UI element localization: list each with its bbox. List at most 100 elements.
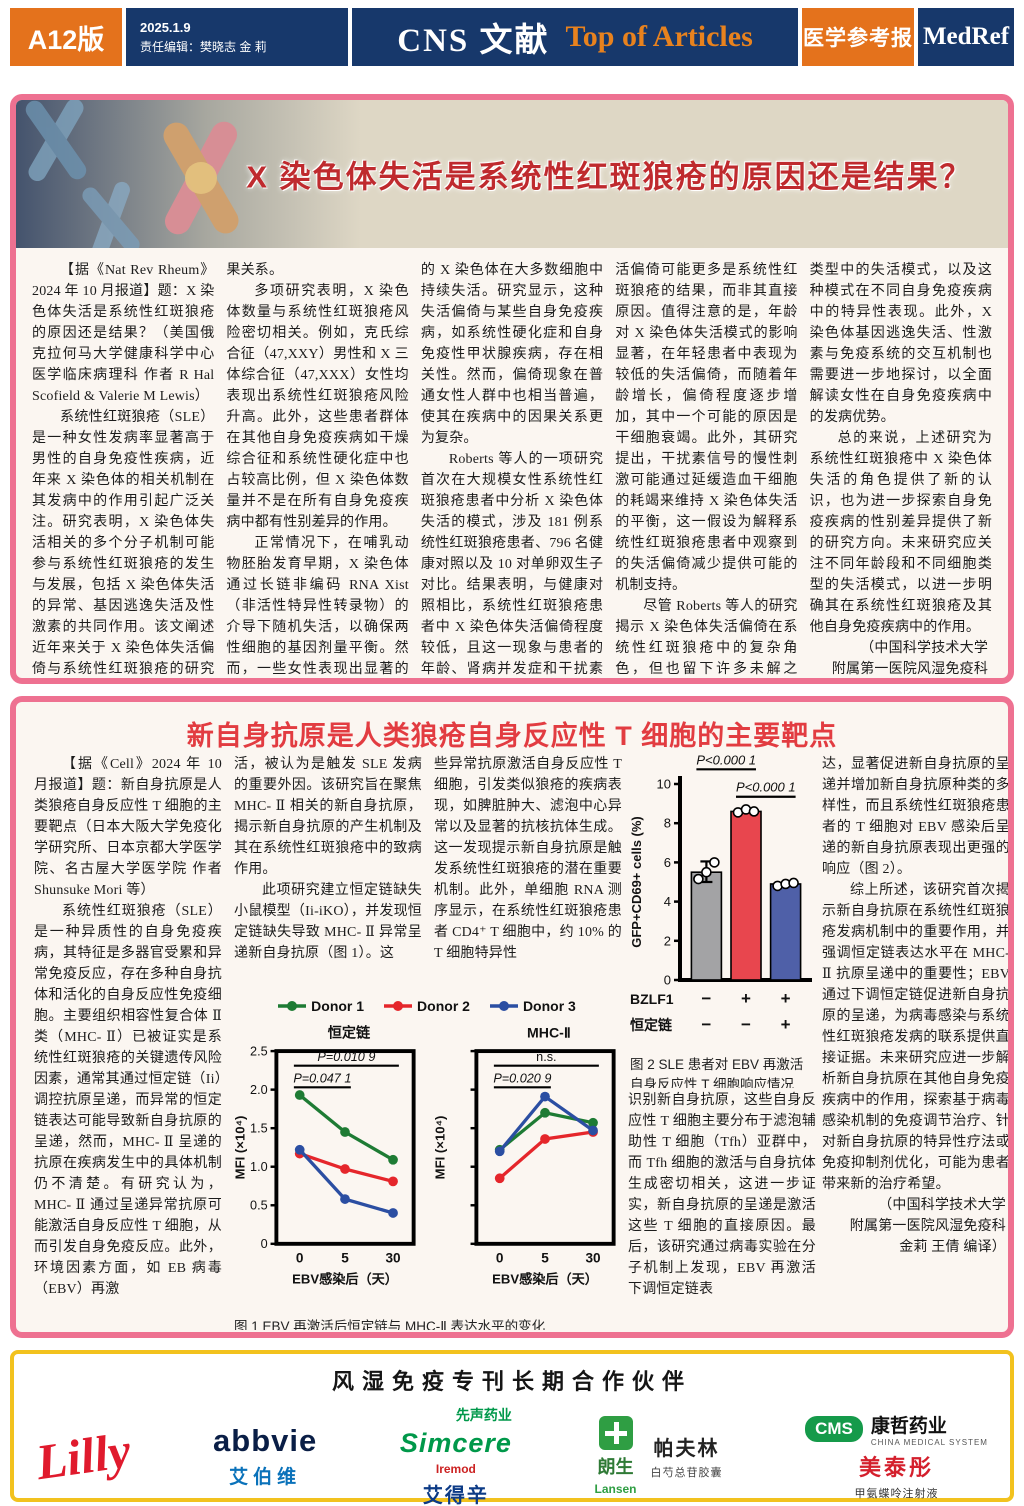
abbvie-wordmark: abbvie [213,1423,318,1458]
svg-text:P=0.047 1: P=0.047 1 [293,1071,351,1085]
paragraph: 活，被认为是触发 SLE 发病的重要外因。该研究旨在聚焦 MHC- Ⅱ 相关的新… [234,757,422,877]
svg-text:P=0.020 9: P=0.020 9 [493,1071,551,1085]
issue-info: 2025.1.9 责任编辑：樊晓志 金 莉 [126,8,348,66]
legend-item: Donor 3 [489,998,576,1014]
svg-text:GFP+CD69+ cells (%): GFP+CD69+ cells (%) [629,816,644,948]
svg-text:恒定链: 恒定链 [630,1017,673,1033]
svg-text:0: 0 [296,1250,304,1265]
paragraph: 些异常抗原激活自身反应性 T 细胞，引发类似狼疮的疾病表现，如脾脏肿大、滤泡中心… [434,757,622,961]
article-1-column-4: 活偏倚可能更多是系统性红斑狼疮的结果，而非其直接原因。值得注意的是，年龄对 X … [615,260,797,676]
figure-2: 0 2 4 6 8 10 P<0.000 1 P<0.000 1 BZLF1 − + + 恒定链 − − + G… [628,750,820,1088]
svg-text:MFI (×10⁴): MFI (×10⁴) [432,1116,447,1180]
svg-text:P<0.000 1: P<0.000 1 [736,780,796,795]
svg-text:2: 2 [664,933,671,948]
paragraph: 综上所述，该研究首次揭示新自身抗原在系统性红斑狼疮发病机制中的重要作用，并强调恒… [822,883,1010,1192]
paragraph: 的 X 染色体在大多数细胞中持续失活。研究显示，这种失活偏倚与某些自身免疫疾病，… [420,263,604,446]
article-1-banner: X 染色体失活是系统性红斑狼疮的原因还是结果？ [16,100,1008,248]
svg-text:P<0.000 1: P<0.000 1 [696,752,756,767]
lansen-icon [598,1416,633,1450]
paragraph: 多项研究表明，X 染色体数量与系统性红斑狼疮风险密切相关。例如，克氏综合征（47… [226,284,409,530]
svg-text:5: 5 [341,1250,349,1265]
figure-1-charts: 0 0.5 1.0 1.5 2.0 2.5 0 5 30 EBV感染后（天） 恒定链 MFI (×10… [226,1018,628,1315]
figure-1-legend: Donor 1 Donor 2 Donor 3 [226,994,628,1018]
legend-item: Donor 2 [384,998,470,1014]
article-2-body: 【据《Cell》2024 年 10 月报道】题：新自身抗原是人类狼疮自身反应性 … [16,750,1008,1332]
cms-sub-label: CHINA MEDICAL SYSTEM [870,1438,988,1447]
article-2-column-4: 识别新自身抗原，这些自身反应性 T 细胞主要分布于滤泡辅助性 T 细胞（Tfh）… [628,1090,816,1330]
paragraph: 【据《Nat Rev Rheum》2024 年 10 月报道】题：X 染色体失活… [32,263,215,404]
svg-text:2.0: 2.0 [250,1083,268,1097]
svg-text:MHC-Ⅱ: MHC-Ⅱ [527,1024,571,1040]
figure-2-caption-line1: 图 2 SLE 患者对 EBV 再激活 [630,1057,804,1072]
iremod-label: Iremod [435,1461,476,1476]
svg-text:1.0: 1.0 [250,1160,268,1174]
editors-line: 责任编辑：樊晓志 金 莉 [140,39,267,54]
paragraph: 活偏倚可能更多是系统性红斑狼疮的结果，而非其直接原因。值得注意的是，年龄对 X … [615,263,798,593]
svg-text:1.5: 1.5 [250,1122,268,1136]
svg-text:8: 8 [664,816,671,831]
paragraph: 达，显著促进新自身抗原的呈递并增加新自身抗原种类的多样性，而且系统性红斑狼疮患者… [822,757,1010,877]
paragraph: 金莉 王倩 编译） [899,1240,1006,1255]
figure-1: Donor 1 Donor 2 Donor 3 0 0.5 1.0 1.5 2.0 2.5 0 5… [226,994,628,1330]
lilly-logo: Lilly [33,1422,134,1491]
masthead-en: Top of Articles [565,20,753,53]
paragraph: 总的来说，上述研究为系统性红斑狼疮中 X 染色体失活的角色提供了新的认识，也为进… [809,431,993,635]
svg-text:0: 0 [664,973,671,988]
svg-text:2.5: 2.5 [250,1044,268,1058]
lilly-wordmark: Lilly [32,1421,134,1491]
sponsor-title: 风湿免疫专刊长期合作伙伴 [331,1369,692,1394]
paragraph: 系统性红斑狼疮（SLE）是一种异质性的自身免疫疾病，其特征是多器官受累和异常免疫… [34,904,222,1297]
pafulin-label: 帕夫林 [653,1438,720,1460]
cms-cn-label: 康哲药业 [870,1416,947,1437]
masthead-cn: CNS 文献 [397,23,550,59]
paragraph: 识别新自身抗原，这些自身反应性 T 细胞主要分布于滤泡辅助性 T 细胞（Tfh）… [628,1093,816,1297]
svg-text:−: − [701,1015,711,1034]
svg-text:4: 4 [664,894,671,909]
article-2-column-1: 【据《Cell》2024 年 10 月报道】题：新自身抗原是人类狼疮自身反应性 … [34,754,222,1330]
svg-text:+: + [781,1015,791,1034]
article-2-column-3: 些异常抗原激活自身反应性 T 细胞，引发类似狼疮的疾病表现，如脾脏肿大、滤泡中心… [434,754,622,992]
svg-text:EBV感染后（天）: EBV感染后（天） [492,1271,598,1287]
figure-1-caption: 图 1 EBV 再激活后恒定链与 MHC-Ⅱ 表达水平的变化 [234,1319,546,1330]
line-chart-invariant-chain: 0 0.5 1.0 1.5 2.0 2.5 0 5 30 EBV感染后（天） 恒定链 MFI (×10… [230,1018,424,1315]
article-1: X 染色体失活是系统性红斑狼疮的原因还是结果？ 【据《Nat Rev Rheum… [10,94,1014,684]
cms-logo: CMS 康哲药业 CHINA MEDICAL SYSTEM 美泰彤 甲氨蝶呤注射… [805,1411,988,1501]
paragraph: （中国科学技术大学 [878,1198,1006,1213]
article-2-column-5: 达，显著促进新自身抗原的呈递并增加新自身抗原种类的多样性，而且系统性红斑狼疮患者… [822,754,1010,1330]
svg-text:−: − [741,1015,751,1034]
meitaitong-label: 美泰彤 [859,1455,935,1480]
svg-text:EBV感染后（天）: EBV感染后（天） [292,1271,398,1287]
chromosome-illustration [16,100,361,248]
bar-chart-ebv-response: 0 2 4 6 8 10 P<0.000 1 P<0.000 1 BZLF1 − + + 恒定链 − − + G… [628,750,820,1055]
article-2-column-2: 活，被认为是触发 SLE 发病的重要外因。该研究旨在聚焦 MHC- Ⅱ 相关的新… [234,754,422,992]
edition-badge: A12版 [10,8,122,66]
simcere-cn-label: 先声药业 [455,1406,512,1423]
article-1-text: 【据《Nat Rev Rheum》2024 年 10 月报道】题：X 染色体失活… [16,248,1008,676]
abbvie-logo: abbvie 艾伯维 [213,1423,317,1489]
svg-text:恒定链: 恒定链 [328,1024,371,1040]
lansen-cn-label: 朗生 [597,1457,634,1477]
cms-badge: CMS [805,1416,863,1442]
article-2: 新自身抗原是人类狼疮自身反应性 T 细胞的主要靶点 【据《Cell》2024 年… [10,696,1014,1338]
article-1-column-5: 类型中的失活模式，以及这种模式在不同自身免疫疾病中的特异性表现。此外，X 染色体… [810,260,992,676]
svg-text:0.5: 0.5 [250,1199,268,1213]
svg-text:n.s.: n.s. [536,1050,556,1064]
svg-text:10: 10 [657,777,671,792]
sponsor-logos: Lilly abbvie 艾伯维 先声药业 Simcere Iremod 艾得辛… [33,1407,988,1506]
svg-text:0: 0 [496,1250,504,1265]
paragraph: 系统性红斑狼疮（SLE）是一种女性发病率显著高于男性的自身免疫性疾病，近年来 X… [32,410,215,676]
lansen-en-label: Lansen [594,1482,637,1496]
paragraph: 尽管 Roberts 等人的研究揭示 X 染色体失活偏倚在系统性红斑狼疮中的复杂… [615,599,798,676]
article-1-column-3: 的 X 染色体在大多数细胞中持续失活。研究显示，这种失活偏倚与某些自身免疫疾病，… [421,260,603,676]
article-1-headline: X 染色体失活是系统性红斑狼疮的原因还是结果？ [246,159,973,195]
pafulin-sub-label: 白芍总苷胶囊 [650,1467,723,1479]
paragraph: 附属第一医院风湿免疫科 [849,1219,1006,1234]
simcere-logo: 先声药业 Simcere Iremod 艾得辛 [400,1405,512,1506]
paragraph: Roberts 等人的一项研究首次在大规模女性系统性红斑狼疮患者中分析 X 染色… [420,452,604,676]
figure-2-caption-line2: 自身反应性 T 细胞响应情况 [630,1077,795,1088]
meitaitong-sub-label: 甲氨蝶呤注射液 [854,1488,939,1500]
section-masthead: CNS 文献 Top of Articles [352,8,798,66]
figure-2-caption: 图 2 SLE 患者对 EBV 再激活 自身反应性 T 细胞响应情况 [628,1055,820,1088]
svg-text:MFI (×10⁴): MFI (×10⁴) [232,1116,247,1180]
